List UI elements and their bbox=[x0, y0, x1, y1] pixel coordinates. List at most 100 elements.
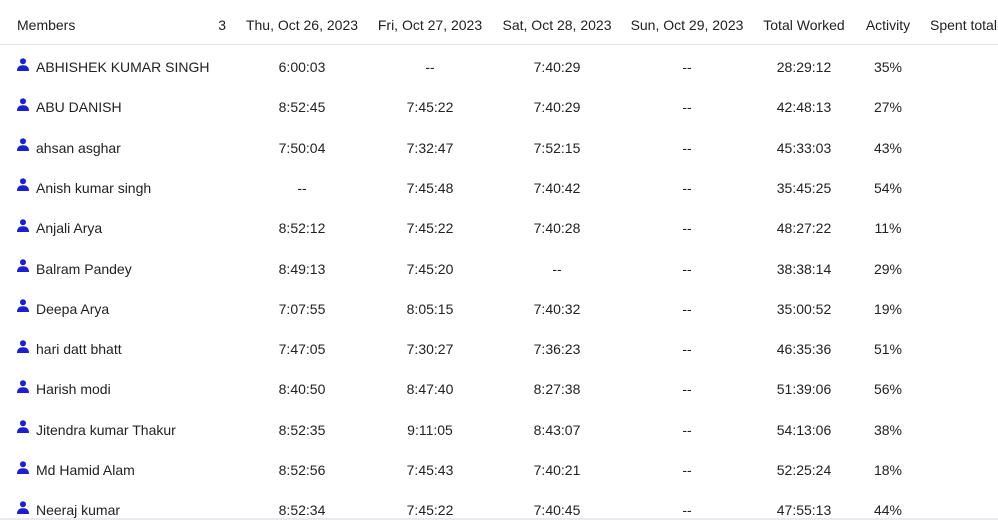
day-2-time: 7:32:47 bbox=[406, 139, 454, 156]
table-row[interactable]: hari datt bhatt 7:47:05 7:30:27 7:36:23 -- 46… bbox=[0, 329, 998, 369]
table-row[interactable]: Anjali Arya 8:52:12 7:45:22 7:40:28 -- 48:27:… bbox=[0, 208, 998, 248]
member-name[interactable]: Harish modi bbox=[36, 381, 111, 398]
table-row[interactable]: Neeraj kumar 8:52:34 7:45:22 7:40:45 -- 47:55… bbox=[0, 490, 998, 520]
table-row[interactable]: Balram Pandey 8:49:13 7:45:20 -- -- 38:38:14 2… bbox=[0, 249, 998, 289]
member-cell[interactable]: ahsan asghar bbox=[17, 128, 237, 168]
table-row[interactable]: ABHISHEK KUMAR SINGH 6:00:03 -- 7:40:29 -- 28… bbox=[0, 47, 998, 87]
day-3-time: 7:40:21 bbox=[533, 462, 581, 478]
total-worked: 38:38:14 bbox=[776, 260, 832, 277]
horizontal-scrollbar[interactable] bbox=[0, 518, 998, 520]
day-1-time: 8:52:34 bbox=[278, 502, 326, 519]
user-icon bbox=[17, 380, 29, 393]
activity-percent: 43% bbox=[873, 139, 903, 156]
table-row[interactable]: Deepa Arya 7:07:55 8:05:15 7:40:32 -- 35:00:5… bbox=[0, 289, 998, 329]
day-1-time: 8:40:50 bbox=[278, 381, 326, 398]
column-header-spent-total[interactable]: Spent total bbox=[930, 17, 997, 33]
day-1-time: -- bbox=[297, 179, 307, 196]
spent-total bbox=[922, 47, 998, 87]
spent-total bbox=[922, 369, 998, 409]
table-row[interactable]: Jitendra kumar Thakur 8:52:35 9:11:05 8:43:… bbox=[0, 410, 998, 450]
day-2-time: 9:11:05 bbox=[407, 421, 453, 438]
spent-total bbox=[922, 289, 998, 329]
day-2-time: 7:45:22 bbox=[406, 220, 454, 237]
day-4-time: -- bbox=[682, 341, 692, 358]
day-3-time: 7:40:42 bbox=[533, 179, 581, 196]
day-1-time: 8:52:35 bbox=[278, 421, 326, 438]
spent-total bbox=[922, 249, 998, 289]
day-2-time: 8:47:40 bbox=[406, 381, 454, 398]
member-cell[interactable]: Harish modi bbox=[17, 369, 237, 409]
user-icon bbox=[17, 178, 29, 192]
member-cell[interactable]: hari datt bhatt bbox=[17, 329, 237, 369]
user-icon bbox=[17, 218, 29, 232]
member-name[interactable]: Deepa Arya bbox=[36, 300, 110, 317]
table-row[interactable]: ABU DANISH 8:52:45 7:45:22 7:40:29 -- 42:48:1… bbox=[0, 87, 998, 127]
activity-percent: 27% bbox=[873, 99, 903, 116]
members-count: 3 bbox=[218, 17, 226, 33]
member-cell[interactable]: Anish kumar singh bbox=[17, 168, 237, 208]
member-name[interactable]: Balram Pandey bbox=[36, 260, 132, 277]
day-3-time: 8:27:38 bbox=[533, 381, 581, 398]
day-1-time: 8:52:12 bbox=[278, 220, 326, 237]
column-header-day-2[interactable]: Fri, Oct 27, 2023 bbox=[377, 17, 483, 33]
day-4-time: -- bbox=[682, 300, 692, 317]
day-2-time: 7:45:48 bbox=[406, 179, 454, 196]
day-4-time: -- bbox=[682, 381, 692, 398]
table-row[interactable]: Harish modi 8:40:50 8:47:40 8:27:38 -- 51:39:… bbox=[0, 369, 998, 409]
day-3-time: 7:40:32 bbox=[533, 300, 581, 317]
day-2-time: 7:45:22 bbox=[406, 99, 454, 116]
member-name[interactable]: ahsan asghar bbox=[36, 139, 121, 156]
member-cell[interactable]: Deepa Arya bbox=[17, 289, 237, 329]
table-row[interactable]: Anish kumar singh -- 7:45:48 7:40:42 -- 35:45… bbox=[0, 168, 998, 208]
column-header-total-worked[interactable]: Total Worked bbox=[763, 17, 845, 33]
member-name[interactable]: Neeraj kumar bbox=[36, 502, 121, 519]
day-2-time: 8:05:15 bbox=[406, 300, 454, 317]
day-3-time: -- bbox=[552, 260, 562, 277]
member-cell[interactable]: ABU DANISH bbox=[17, 87, 237, 127]
spent-total bbox=[922, 490, 998, 520]
day-3-time: 7:40:45 bbox=[533, 502, 581, 519]
spent-total bbox=[922, 87, 998, 127]
column-header-day-4[interactable]: Sun, Oct 29, 2023 bbox=[630, 17, 744, 33]
member-cell[interactable]: Md Hamid Alam bbox=[17, 450, 237, 490]
day-2-time: 7:45:43 bbox=[406, 462, 454, 478]
day-4-time: -- bbox=[682, 59, 692, 75]
member-name[interactable]: ABU DANISH bbox=[36, 99, 122, 116]
day-4-time: -- bbox=[682, 220, 692, 237]
member-name[interactable]: hari datt bhatt bbox=[36, 341, 122, 358]
total-worked: 52:25:24 bbox=[776, 462, 832, 478]
user-icon bbox=[17, 138, 29, 152]
column-header-members[interactable]: Members bbox=[17, 17, 76, 33]
user-icon bbox=[17, 420, 29, 434]
day-4-time: -- bbox=[682, 139, 692, 156]
activity-percent: 29% bbox=[873, 260, 903, 277]
spent-total bbox=[922, 410, 998, 450]
day-4-time: -- bbox=[682, 179, 692, 196]
member-cell[interactable]: Jitendra kumar Thakur bbox=[17, 410, 237, 450]
column-header-activity[interactable]: Activity bbox=[865, 17, 911, 33]
user-icon bbox=[17, 460, 29, 474]
total-worked: 54:13:06 bbox=[776, 421, 832, 438]
member-name[interactable]: Md Hamid Alam bbox=[36, 462, 135, 478]
day-1-time: 7:07:55 bbox=[278, 300, 326, 317]
table-row[interactable]: ahsan asghar 7:50:04 7:32:47 7:52:15 -- 45:33… bbox=[0, 128, 998, 168]
activity-percent: 11% bbox=[874, 220, 902, 237]
member-cell[interactable]: Neeraj kumar bbox=[17, 490, 237, 520]
user-icon bbox=[17, 500, 29, 514]
day-4-time: -- bbox=[682, 99, 692, 116]
member-name[interactable]: Anish kumar singh bbox=[36, 179, 152, 196]
member-name[interactable]: Jitendra kumar Thakur bbox=[36, 421, 176, 438]
total-worked: 51:39:06 bbox=[776, 381, 832, 398]
spent-total bbox=[922, 128, 998, 168]
member-cell[interactable]: ABHISHEK KUMAR SINGH bbox=[17, 47, 237, 87]
day-4-time: -- bbox=[682, 502, 692, 519]
column-header-day-3[interactable]: Sat, Oct 28, 2023 bbox=[502, 17, 612, 33]
member-cell[interactable]: Balram Pandey bbox=[17, 249, 237, 289]
table-row[interactable]: Md Hamid Alam 8:52:56 7:45:43 7:40:21 -- 52:2… bbox=[0, 450, 998, 490]
member-name[interactable]: Anjali Arya bbox=[36, 220, 103, 237]
column-header-day-1[interactable]: Thu, Oct 26, 2023 bbox=[245, 17, 359, 33]
member-cell[interactable]: Anjali Arya bbox=[17, 208, 237, 248]
activity-percent: 51% bbox=[873, 341, 903, 358]
member-name[interactable]: ABHISHEK KUMAR SINGH bbox=[36, 59, 210, 75]
